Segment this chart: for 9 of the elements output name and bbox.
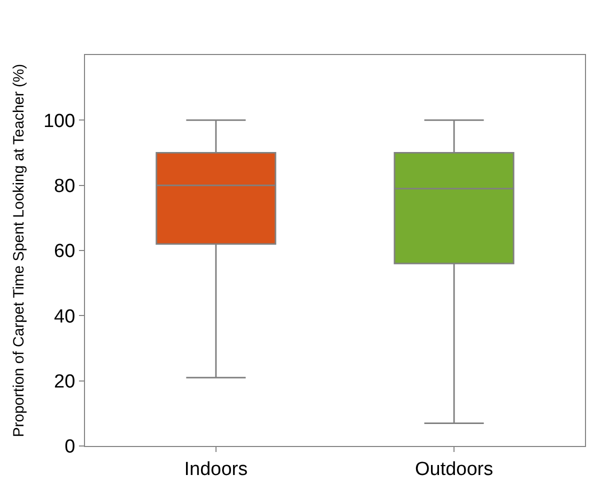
y-tick-label: 0: [64, 436, 76, 458]
y-tick-label: 60: [54, 241, 76, 262]
y-tick-label: 80: [54, 176, 76, 197]
x-tick-label: Indoors: [184, 458, 248, 480]
y-axis-title: Proportion of Carpet Time Spent Looking at Teacher (%): [10, 64, 28, 438]
y-tick-label: 20: [54, 371, 76, 392]
x-tick-label: Outdoors: [414, 458, 494, 480]
y-tick-label: 40: [54, 306, 76, 328]
y-tick-label: 100: [43, 110, 76, 132]
